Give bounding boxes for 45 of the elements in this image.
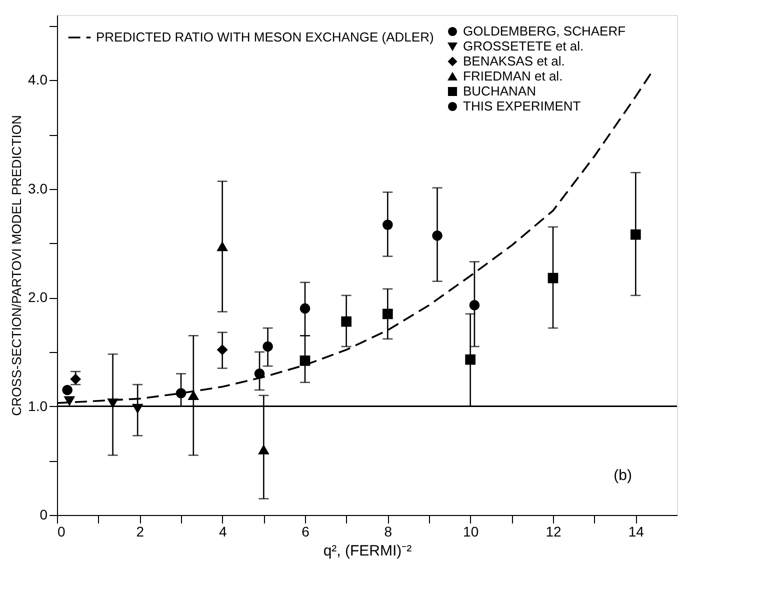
x-tick-label: 4 [218, 524, 227, 540]
point [217, 242, 228, 252]
x-tick-label: 0 [58, 524, 66, 540]
point [108, 398, 118, 408]
x-tick-label: 14 [628, 524, 644, 540]
legend-label: BUCHANAN [463, 84, 536, 98]
point [258, 445, 269, 454]
y-tick-label: 1.0 [28, 398, 48, 414]
annotation: (b) [614, 467, 632, 484]
point [62, 384, 73, 396]
point [469, 300, 480, 310]
point [262, 341, 273, 352]
y-axis-title: CROSS-SECTION/PARTOVI MODEL PREDICTION [9, 115, 24, 416]
y-tick-label: 2.0 [28, 289, 48, 306]
legend-label: GROSSETETE et al. [463, 38, 584, 54]
legend-label: BENAKSAS et al. [463, 54, 565, 68]
point [70, 374, 81, 384]
point [254, 368, 265, 379]
point [64, 396, 75, 406]
y-tick-label: 0 [40, 506, 48, 522]
x-tick-label: 8 [384, 524, 392, 540]
legend-label: PREDICTED RATIO WITH MESON EXCHANGE (ADLER) [96, 30, 434, 44]
point [188, 390, 199, 400]
point [630, 229, 641, 240]
point [382, 220, 393, 230]
legend-label: GOLDEMBERG, SCHAERF [463, 24, 626, 38]
point [300, 303, 310, 314]
legend-label: FRIEDMAN et al. [463, 68, 563, 84]
point [382, 308, 393, 320]
x-tick-label: 6 [302, 524, 310, 540]
point [341, 316, 352, 327]
point [300, 355, 310, 366]
y-tick-label: 4.0 [28, 72, 48, 88]
point [432, 230, 442, 241]
point [176, 388, 186, 398]
point [465, 354, 476, 365]
point [132, 404, 143, 414]
x-tick-label: 12 [546, 524, 562, 540]
y-tick-label: 3.0 [28, 180, 48, 196]
x-tick-label: 10 [463, 524, 479, 540]
point [548, 272, 558, 284]
x-tick-label: 2 [136, 524, 144, 540]
x-axis-title: q², (FERMI)⁻² [323, 542, 412, 560]
point [217, 344, 228, 355]
legend-label: THIS EXPERIMENT [463, 98, 581, 114]
